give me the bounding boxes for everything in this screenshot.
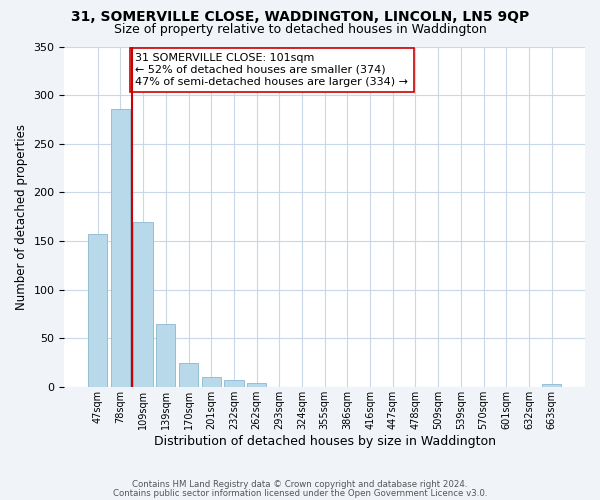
Bar [88, 234, 107, 387]
Bar [202, 377, 221, 387]
Text: Contains HM Land Registry data © Crown copyright and database right 2024.: Contains HM Land Registry data © Crown c… [132, 480, 468, 489]
Bar [133, 222, 153, 387]
Bar [247, 383, 266, 387]
Bar [179, 364, 198, 387]
Bar [111, 108, 130, 387]
Text: Size of property relative to detached houses in Waddington: Size of property relative to detached ho… [113, 22, 487, 36]
Text: 31 SOMERVILLE CLOSE: 101sqm
← 52% of detached houses are smaller (374)
47% of se: 31 SOMERVILLE CLOSE: 101sqm ← 52% of det… [135, 54, 408, 86]
Bar [542, 384, 562, 387]
Text: Contains public sector information licensed under the Open Government Licence v3: Contains public sector information licen… [113, 488, 487, 498]
Bar [224, 380, 244, 387]
Y-axis label: Number of detached properties: Number of detached properties [15, 124, 28, 310]
Text: 31, SOMERVILLE CLOSE, WADDINGTON, LINCOLN, LN5 9QP: 31, SOMERVILLE CLOSE, WADDINGTON, LINCOL… [71, 10, 529, 24]
X-axis label: Distribution of detached houses by size in Waddington: Distribution of detached houses by size … [154, 434, 496, 448]
Bar [156, 324, 175, 387]
